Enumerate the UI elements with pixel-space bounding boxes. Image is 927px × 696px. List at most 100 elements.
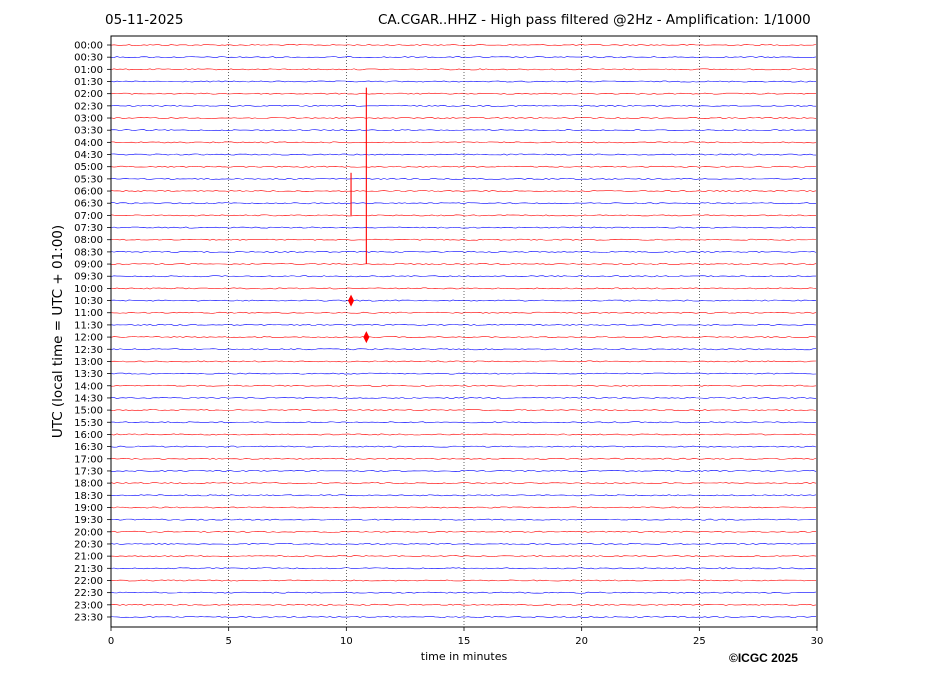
trace-1330 <box>110 372 817 375</box>
y-tick-label: 03:30 <box>74 126 103 137</box>
trace-0200 <box>110 92 817 95</box>
x-axis-label: time in minutes <box>421 650 508 663</box>
y-tick-label: 21:00 <box>74 552 103 563</box>
trace-0800 <box>110 238 817 241</box>
y-tick-label: 17:00 <box>74 454 103 465</box>
trace-1830 <box>110 494 817 497</box>
plot-frame <box>110 35 818 628</box>
y-tick-label: 11:00 <box>74 308 103 319</box>
y-tick-label: 01:00 <box>74 65 103 76</box>
trace-1600 <box>110 433 817 436</box>
trace-2000 <box>110 530 817 533</box>
trace-1530 <box>110 421 817 424</box>
trace-1930 <box>110 518 817 521</box>
trace-1230 <box>110 348 817 351</box>
trace-0230 <box>110 104 817 107</box>
y-tick-label: 09:30 <box>74 272 103 283</box>
trace-1100 <box>110 311 817 314</box>
y-tick-label: 10:30 <box>74 296 103 307</box>
x-tick-label: 25 <box>693 636 706 647</box>
trace-1700 <box>110 457 817 460</box>
y-tick-label: 13:00 <box>74 357 103 368</box>
y-tick-label: 20:00 <box>74 527 103 538</box>
x-tick-label: 30 <box>811 636 824 647</box>
y-tick-label: 21:30 <box>74 564 103 575</box>
x-tick-label: 20 <box>575 636 588 647</box>
y-tick-label: 13:30 <box>74 369 103 380</box>
trace-0130 <box>110 80 817 83</box>
trace-0830 <box>110 250 817 253</box>
trace-2130 <box>110 567 817 570</box>
trace-2300 <box>110 603 817 606</box>
trace-0330 <box>110 129 817 132</box>
y-tick-label: 03:00 <box>74 114 103 125</box>
trace-0000 <box>110 44 817 46</box>
y-tick-label: 07:30 <box>74 223 103 234</box>
y-tick-label: 23:00 <box>74 600 103 611</box>
y-tick-label: 15:00 <box>74 406 103 417</box>
trace-0100 <box>110 68 817 71</box>
y-tick-label: 12:30 <box>74 345 103 356</box>
y-tick-label: 11:30 <box>74 320 103 331</box>
trace-0300 <box>110 117 817 119</box>
y-tick-label: 18:30 <box>74 491 103 502</box>
trace-1500 <box>110 409 817 412</box>
x-tick-label: 0 <box>108 636 114 647</box>
y-tick-label: 12:00 <box>74 333 103 344</box>
trace-0600 <box>110 190 817 192</box>
trace-0430 <box>110 153 817 156</box>
y-tick-label: 00:30 <box>74 53 103 64</box>
y-tick-label: 09:00 <box>74 260 103 271</box>
y-tick-label: 01:30 <box>74 77 103 88</box>
y-tick-label: 18:00 <box>74 479 103 490</box>
trace-2200 <box>110 579 817 582</box>
y-tick-label: 14:30 <box>74 393 103 404</box>
trace-1800 <box>110 482 817 485</box>
y-tick-label: 05:00 <box>74 162 103 173</box>
y-axis-label: UTC (local time = UTC + 01:00) <box>50 225 66 438</box>
trace-1400 <box>110 384 817 387</box>
copyright-label: ©ICGC 2025 <box>729 651 798 665</box>
trace-1030 <box>110 299 817 302</box>
y-tick-label: 23:30 <box>74 612 103 623</box>
trace-2030 <box>110 543 817 545</box>
y-tick-label: 05:30 <box>74 174 103 185</box>
y-tick-label: 15:30 <box>74 418 103 429</box>
x-tick-label: 15 <box>458 636 471 647</box>
trace-0530 <box>110 177 817 180</box>
y-tick-label: 08:00 <box>74 235 103 246</box>
y-tick-label: 14:00 <box>74 381 103 392</box>
trace-0930 <box>110 275 817 278</box>
x-tick-label: 10 <box>340 636 353 647</box>
trace-0700 <box>110 214 817 217</box>
trace-1300 <box>110 360 817 363</box>
y-tick-label: 19:00 <box>74 503 103 514</box>
x-axis: 0 5 10 15 20 25 30 <box>108 627 824 647</box>
event-group <box>348 87 370 344</box>
event-burst <box>348 294 355 307</box>
y-tick-label: 20:30 <box>74 539 103 550</box>
y-tick-label: 10:00 <box>74 284 103 295</box>
y-tick-label: 02:30 <box>74 101 103 112</box>
trace-0400 <box>110 141 817 144</box>
y-tick-label: 08:30 <box>74 247 103 258</box>
trace-1200 <box>110 336 817 338</box>
y-tick-label: 00:00 <box>74 41 103 52</box>
trace-2100 <box>110 555 817 558</box>
trace-0730 <box>110 226 817 229</box>
trace-0500 <box>110 165 817 168</box>
y-tick-label: 16:00 <box>74 430 103 441</box>
trace-1730 <box>110 470 817 472</box>
event-burst <box>363 331 370 344</box>
y-tick-label: 07:00 <box>74 211 103 222</box>
x-tick-label: 5 <box>225 636 231 647</box>
trace-group <box>110 44 817 618</box>
trace-1130 <box>110 324 817 326</box>
y-tick-label: 04:30 <box>74 150 103 161</box>
trace-2230 <box>110 591 817 594</box>
trace-1000 <box>110 287 817 290</box>
y-tick-label: 22:30 <box>74 588 103 599</box>
trace-0630 <box>110 202 817 205</box>
